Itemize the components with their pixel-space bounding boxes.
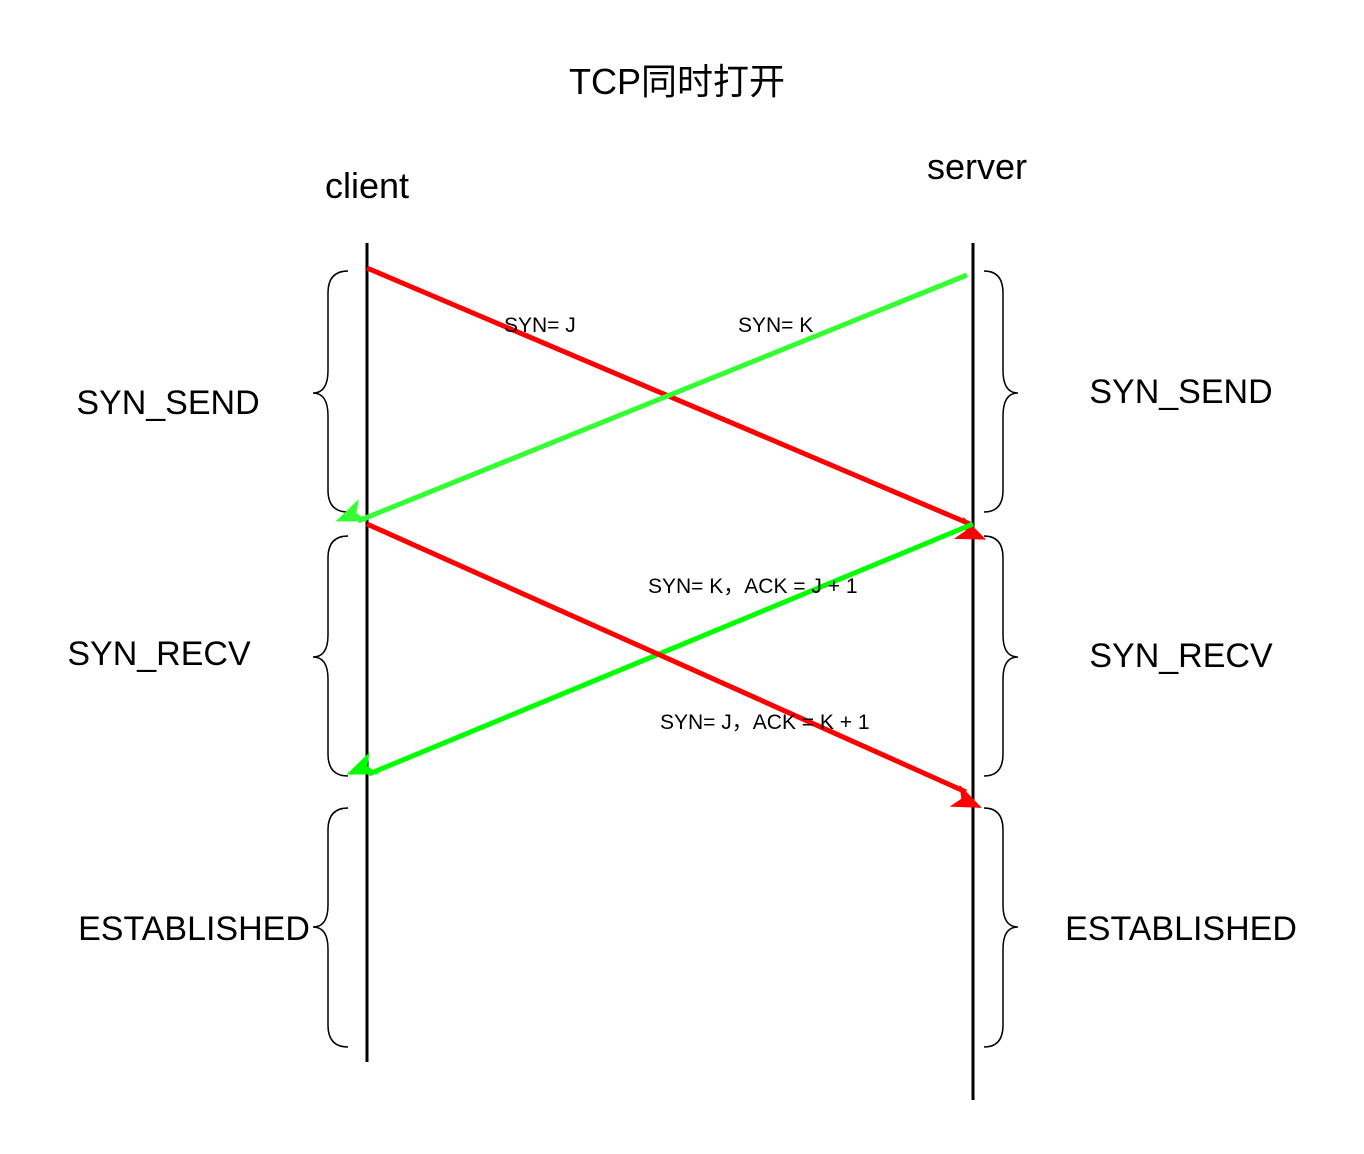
client-state-established: ESTABLISHED (78, 910, 310, 948)
message-label-syn-j-ack: SYN= J，ACK = K + 1 (660, 711, 870, 734)
message-arrow-syn-k (335, 272, 968, 524)
client-label: client (325, 165, 409, 206)
server-state-syn-recv: SYN_RECV (1089, 637, 1273, 675)
message-label-syn-j: SYN= J (504, 314, 576, 337)
server-state-brace-2 (983, 535, 1019, 777)
client-state-syn-recv: SYN_RECV (67, 635, 251, 673)
diagram-title: TCP同时打开 (569, 61, 785, 102)
client-state-syn-send: SYN_SEND (76, 384, 259, 422)
server-state-established: ESTABLISHED (1065, 910, 1297, 948)
server-state-syn-send: SYN_SEND (1089, 373, 1272, 411)
client-state-brace-1 (312, 270, 349, 513)
server-state-brace-1 (983, 270, 1019, 513)
message-label-syn-k: SYN= K (738, 314, 813, 337)
message-arrow-syn-k-ack (346, 521, 974, 777)
message-label-syn-k-ack: SYN= K，ACK = J + 1 (648, 575, 858, 598)
client-state-brace-2 (312, 535, 349, 777)
message-arrow-syn-j-ack (365, 521, 982, 808)
client-state-brace-3 (312, 807, 349, 1048)
server-state-brace-3 (983, 807, 1019, 1048)
server-label: server (927, 146, 1027, 187)
